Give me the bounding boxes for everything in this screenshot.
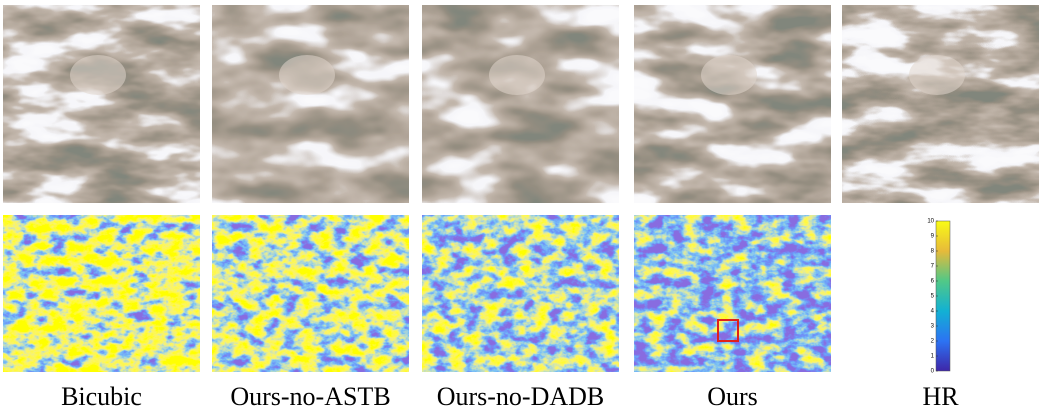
photo: [422, 5, 619, 203]
colorbar: [936, 221, 950, 371]
colorbar-tick-label: 1: [931, 354, 935, 360]
colorbar-tick-label: 4: [931, 309, 935, 315]
summit-snow: [489, 55, 545, 95]
colorbar-tick-label: 0: [931, 369, 935, 375]
colorbar-tick-label: 10: [927, 219, 934, 225]
column-label: HR: [922, 382, 959, 411]
colorbar-tick-label: 8: [931, 249, 935, 255]
photo: [212, 5, 409, 203]
column-label: Ours-no-DADB: [437, 382, 605, 411]
colorbar-tick-label: 2: [931, 339, 935, 345]
error-map: [3, 215, 200, 372]
colorbar-tick-label: 5: [931, 294, 935, 300]
colorbar-tick-label: 6: [931, 279, 935, 285]
error-map: [422, 215, 619, 372]
colorbar-tick-label: 9: [931, 234, 935, 240]
figure: Bicubic Ours-no-ASTB Ours-no-DADB Ours HR 0 1 2…: [0, 0, 1043, 412]
summit-snow: [279, 55, 335, 95]
photo: [634, 5, 831, 203]
column-label: Ours-no-ASTB: [230, 382, 390, 411]
colorbar-tick-label: 3: [931, 324, 935, 330]
summit-snow: [70, 55, 126, 95]
photo: [3, 5, 200, 203]
error-map: [212, 215, 409, 372]
colorbar-tick-label: 7: [931, 264, 935, 270]
summit-snow: [701, 55, 757, 95]
photo: [842, 5, 1039, 203]
error-map: [634, 215, 831, 372]
summit-snow: [909, 55, 965, 95]
column-label: Ours: [707, 382, 758, 411]
column-label: Bicubic: [61, 382, 142, 411]
